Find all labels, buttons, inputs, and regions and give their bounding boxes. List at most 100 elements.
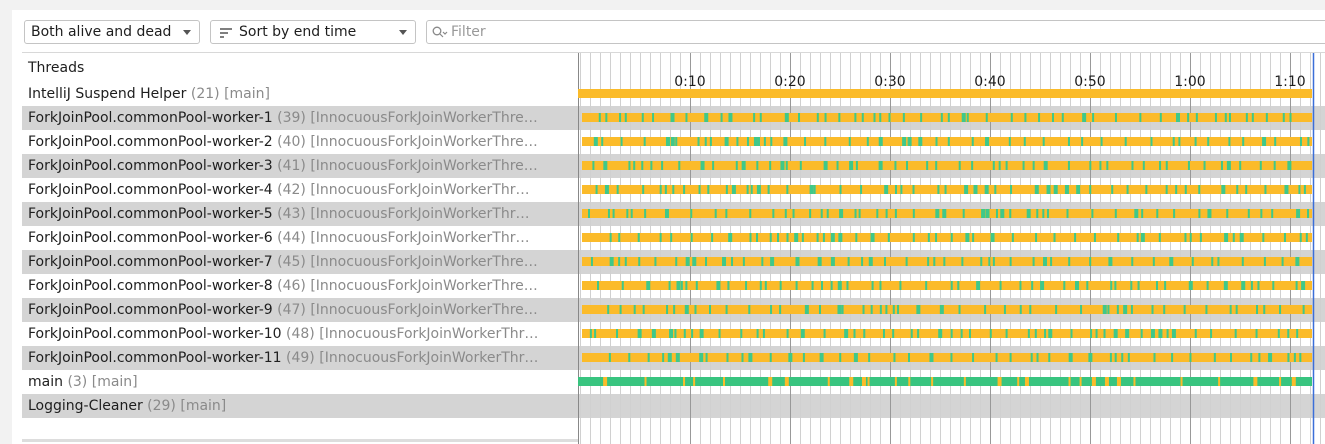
filter-input[interactable]: Filter [426,20,1325,44]
state-segment [1024,113,1027,122]
state-segment [695,281,698,290]
state-segment [1188,281,1193,290]
state-segment [997,377,1002,386]
state-segment [1064,185,1069,194]
thread-row[interactable]: Logging-Cleaner (29) [main] [22,394,578,418]
state-segment [1258,353,1261,362]
state-segment [659,233,662,242]
time-tick: 0:20 [774,74,805,90]
state-segment [1242,137,1245,146]
state-segment [1281,257,1284,266]
state-segment [1230,353,1233,362]
state-segment [926,161,929,170]
state-segment [1224,233,1229,242]
state-segment [984,305,987,314]
state-segment [844,329,849,338]
state-bar [582,329,1312,338]
state-segment [1051,113,1054,122]
state-segment [641,161,644,170]
state-segment [1150,329,1155,338]
state-segment [1175,185,1178,194]
state-segment [675,353,680,362]
state-segment [1036,353,1039,362]
state-segment [1099,161,1102,170]
thread-row[interactable]: ForkJoinPool.commonPool-worker-10 (48) [… [22,322,578,346]
state-bar [582,233,1312,242]
state-segment [868,257,873,266]
state-segment [603,377,608,386]
thread-group: [InnocuousForkJoinWorkerThr… [310,230,530,246]
state-segment [741,353,744,362]
state-segment [1184,233,1187,242]
state-segment [1035,233,1038,242]
state-segment [603,161,608,170]
time-tick: 0:30 [874,74,905,90]
state-segment [1009,209,1012,218]
state-segment [863,329,866,338]
state-segment [830,281,833,290]
state-segment [1124,137,1127,146]
state-segment [770,257,775,266]
state-segment [644,377,647,386]
state-segment [1166,329,1169,338]
state-segment [894,185,897,194]
thread-row[interactable]: ForkJoinPool.commonPool-worker-4 (42) [I… [22,178,578,202]
state-segment [1158,233,1161,242]
state-segment [968,329,971,338]
thread-row[interactable]: ForkJoinPool.commonPool-worker-7 (45) [I… [22,250,578,274]
state-segment [1159,113,1162,122]
state-dropdown[interactable]: Both alive and dead [24,20,200,44]
state-segment [900,185,903,194]
state-segment [927,257,930,266]
state-segment [668,281,671,290]
thread-row[interactable]: ForkJoinPool.commonPool-worker-11 (49) [… [22,346,578,370]
thread-row[interactable]: ForkJoinPool.commonPool-worker-8 (46) [I… [22,274,578,298]
thread-row[interactable]: ForkJoinPool.commonPool-worker-1 (39) [I… [22,106,578,130]
state-segment [837,281,842,290]
sort-dropdown[interactable]: Sort by end time [210,20,416,44]
state-segment [1043,257,1048,266]
state-segment [641,113,644,122]
thread-row[interactable]: ForkJoinPool.commonPool-worker-6 (44) [I… [22,226,578,250]
state-segment [995,209,998,218]
state-segment [628,353,631,362]
state-segment [1232,233,1235,242]
thread-row[interactable]: ForkJoinPool.commonPool-worker-9 (47) [I… [22,298,578,322]
state-segment [902,137,907,146]
thread-row[interactable]: main (3) [main] [22,370,578,394]
state-segment [756,161,759,170]
state-segment [1127,353,1130,362]
state-segment [1095,329,1098,338]
state-segment [728,113,733,122]
state-segment [619,305,622,314]
thread-name: IntelliJ Suspend Helper [28,86,187,102]
state-segment [1262,233,1265,242]
state-segment [1024,377,1029,386]
state-segment [764,281,767,290]
thread-row[interactable]: IntelliJ Suspend Helper (21) [main] [22,82,578,106]
state-segment [642,185,645,194]
state-segment [1068,377,1071,386]
state-segment [1213,353,1216,362]
state-segment [672,185,675,194]
state-segment [605,113,608,122]
thread-row[interactable]: ForkJoinPool.commonPool-worker-3 (41) [I… [22,154,578,178]
state-segment [784,209,787,218]
state-segment [1046,185,1051,194]
thread-group: [InnocuousForkJoinWorkerThre… [310,134,538,150]
state-segment [853,353,858,362]
state-segment [802,353,805,362]
state-segment [1171,353,1174,362]
thread-name: ForkJoinPool.commonPool-worker-4 [28,182,273,198]
state-segment [652,113,655,122]
thread-row[interactable]: ForkJoinPool.commonPool-worker-2 (40) [I… [22,130,578,154]
thread-id: (49) [286,350,315,366]
state-segment [912,233,915,242]
state-segment [1257,281,1260,290]
state-segment [1082,113,1087,122]
state-segment [1156,281,1159,290]
state-segment [683,329,686,338]
thread-row[interactable]: ForkJoinPool.commonPool-worker-5 (43) [I… [22,202,578,226]
state-segment [1250,353,1253,362]
state-segment [670,113,675,122]
